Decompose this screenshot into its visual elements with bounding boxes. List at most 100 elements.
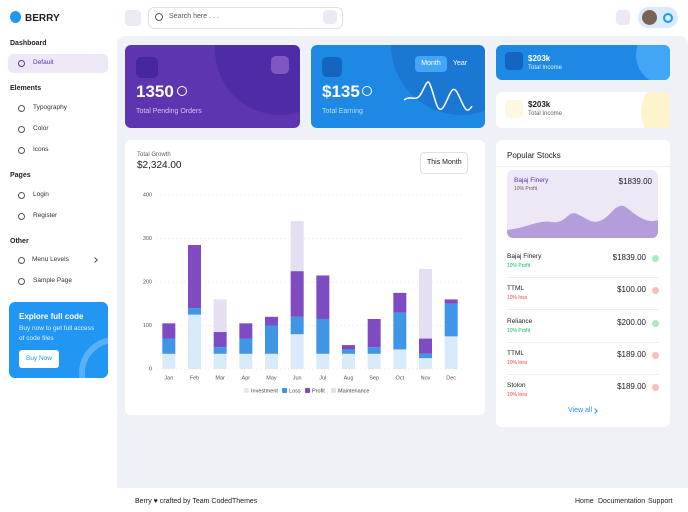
x-tick-label: Sep: [369, 375, 379, 381]
bell-button[interactable]: [616, 10, 630, 25]
bar-segment: [188, 245, 201, 309]
search-box[interactable]: [148, 7, 343, 29]
orders-menu[interactable]: [271, 56, 289, 74]
section-heading: Dashboard: [10, 40, 47, 47]
stock-name: Stolon: [507, 382, 526, 390]
earning-icon: [322, 57, 342, 77]
promo-button[interactable]: Buy Now: [19, 350, 59, 368]
income-light-value: $203k: [528, 100, 551, 109]
x-tick-label: Dec: [446, 375, 456, 381]
legend-swatch: [244, 388, 249, 393]
x-tick-label: Oct: [396, 375, 405, 381]
footer-link[interactable]: Support: [648, 498, 673, 505]
growth-dropdown[interactable]: This Month: [420, 152, 468, 174]
bar-segment: [419, 338, 432, 354]
bar-segment: [367, 318, 381, 348]
footer-text: Berry ♥ crafted by Team CodedThemes: [135, 498, 258, 505]
nav-item[interactable]: Login: [33, 191, 49, 198]
bar-segment: [316, 275, 330, 319]
nav-item[interactable]: Menu Levels: [32, 256, 69, 263]
legend-swatch: [282, 388, 287, 393]
nav-item[interactable]: Icons: [33, 146, 49, 153]
stock-trend: [652, 319, 659, 327]
bar-segment: [290, 316, 304, 335]
stock-trend: [652, 351, 659, 359]
featured-name: Bajaj Finery: [514, 177, 549, 184]
bar-segment: [367, 353, 381, 369]
stock-name: Reliance: [507, 317, 533, 325]
footer-link[interactable]: Home: [575, 498, 594, 505]
bar-segment: [188, 308, 201, 315]
bar-segment: [444, 299, 458, 304]
logo-icon: [10, 11, 21, 23]
section-heading: Pages: [10, 172, 31, 179]
stock-name: TTML: [507, 285, 524, 293]
view-all[interactable]: View all: [568, 407, 592, 414]
avatar: [642, 10, 657, 25]
nav-item[interactable]: Color: [33, 125, 49, 132]
tab-month[interactable]: Month: [415, 56, 447, 72]
bar-segment: [290, 334, 304, 369]
legend-label: Profit: [312, 388, 325, 394]
y-tick-label: 100: [143, 323, 152, 329]
bar-segment: [239, 323, 253, 339]
nav-item[interactable]: Typography: [33, 104, 67, 111]
x-tick-label: Jul: [319, 375, 326, 381]
x-tick-label: Nov: [421, 375, 431, 381]
section-heading: Other: [10, 238, 29, 245]
bar-segment: [444, 303, 458, 337]
stock-trend: [652, 384, 659, 392]
legend-label: Loss: [289, 388, 301, 394]
card-deco: [641, 92, 670, 128]
stock-price: $200.00: [617, 317, 646, 327]
bar-segment: [393, 349, 407, 369]
growth-total: $2,324.00: [137, 160, 182, 171]
earning-value: $135: [322, 82, 360, 101]
earning-label: Total Earning: [322, 108, 363, 115]
stock-sub: 10% Profit: [507, 327, 531, 334]
brand: BERRY: [25, 13, 60, 24]
nav-item[interactable]: Register: [33, 212, 58, 219]
card-deco: [636, 45, 670, 80]
bar-segment: [316, 353, 330, 369]
stock-divider: [507, 341, 659, 343]
x-tick-label: Jun: [293, 375, 302, 381]
section-heading: Elements: [10, 85, 42, 92]
nav-item[interactable]: Sample Page: [33, 277, 73, 284]
y-tick-label: 400: [143, 192, 152, 198]
footer-link[interactable]: Documentation: [598, 498, 646, 505]
filter-button[interactable]: [323, 10, 337, 24]
menu-button[interactable]: [125, 10, 141, 26]
stock-price: $189.00: [617, 382, 646, 392]
orders-arrow: [177, 86, 187, 96]
stock-price: $1839.00: [612, 253, 646, 262]
bar-segment: [290, 271, 304, 317]
nav-item[interactable]: Default: [33, 59, 54, 66]
earning-card: [311, 45, 485, 128]
x-tick-label: May: [266, 375, 277, 381]
income-light-card: [496, 92, 670, 128]
stock-name: Bajaj Finery: [507, 253, 542, 260]
nav-icon: [18, 126, 25, 133]
income-dark-card: [496, 45, 670, 80]
stocks-divider: [496, 166, 670, 167]
bar-segment: [444, 336, 458, 369]
bar-segment: [342, 353, 355, 369]
stock-trend: [652, 255, 659, 262]
bar-segment: [239, 338, 253, 354]
promo-text: Buy now to get full access of code files: [19, 325, 95, 342]
stock-divider: [507, 373, 659, 375]
legend-swatch: [331, 388, 336, 393]
nav-icon: [18, 192, 25, 199]
bar-segment: [367, 347, 381, 354]
stock-divider: [507, 309, 659, 311]
stock-name: TTML: [507, 349, 524, 357]
tab-year[interactable]: Year: [452, 60, 468, 67]
y-tick-label: 200: [143, 279, 152, 285]
featured-area: [507, 205, 658, 238]
bar-segment: [188, 314, 201, 369]
stock-sub: 10% loss: [507, 295, 528, 302]
orders-value: 1350: [136, 82, 174, 101]
x-tick-label: Aug: [344, 375, 354, 381]
